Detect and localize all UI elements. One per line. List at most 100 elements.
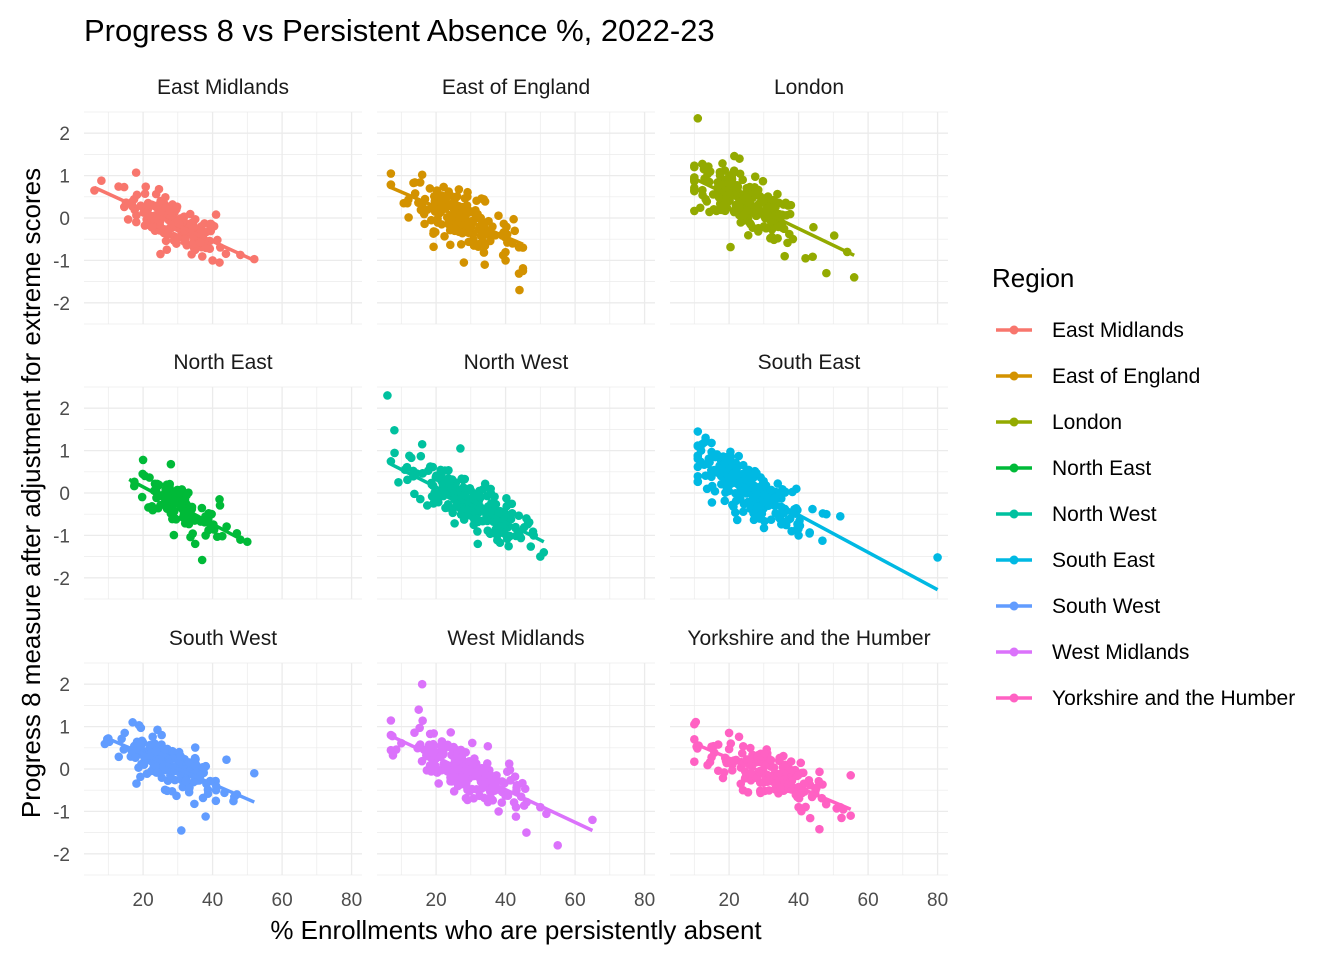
data-point (791, 504, 801, 513)
data-point (156, 249, 165, 259)
x-tick-label: 60 (565, 890, 586, 911)
data-point (786, 757, 796, 766)
data-point (394, 477, 403, 487)
data-point (815, 767, 824, 777)
legend-key-point (1009, 555, 1019, 565)
facet-strip-label: South West (169, 627, 277, 650)
x-tick-label: 60 (858, 890, 879, 911)
facet-panel: North West (377, 351, 655, 600)
data-point (760, 749, 769, 759)
data-point (429, 499, 438, 508)
data-point (796, 758, 806, 768)
y-tick-label: -1 (53, 251, 70, 272)
data-point (473, 209, 482, 219)
x-tick-label: 80 (927, 890, 948, 911)
data-point (933, 553, 942, 562)
chart-title: Progress 8 vs Persistent Absence %, 2022… (84, 13, 715, 48)
data-point (846, 811, 855, 820)
data-point (453, 781, 463, 791)
data-point (776, 783, 785, 793)
legend-item: South West (996, 595, 1160, 618)
data-point (491, 775, 500, 784)
data-point (690, 735, 699, 744)
data-point (780, 488, 790, 497)
data-point (732, 471, 741, 481)
data-point (188, 222, 198, 232)
data-point (846, 771, 855, 780)
data-point (467, 738, 477, 748)
x-tick-label: 20 (133, 890, 154, 911)
data-point (433, 473, 443, 483)
data-point (128, 718, 137, 727)
y-tick-label: 2 (59, 675, 70, 696)
data-point (100, 739, 110, 749)
legend-item: London (996, 411, 1122, 434)
data-point (417, 756, 427, 766)
data-point (431, 761, 440, 771)
y-tick-label: 0 (59, 484, 70, 505)
data-point (446, 240, 455, 250)
x-tick-label: 20 (426, 890, 447, 911)
data-point (481, 769, 490, 779)
data-point (151, 189, 161, 199)
data-point (518, 243, 528, 252)
data-point (162, 504, 172, 514)
data-point (734, 732, 744, 742)
data-point (218, 531, 227, 541)
data-point (501, 510, 511, 519)
legend-item: East of England (996, 365, 1200, 388)
legend-item: North West (996, 503, 1157, 526)
data-point (480, 241, 490, 250)
data-point (753, 185, 763, 195)
data-point (211, 210, 221, 219)
legend-label: East Midlands (1052, 319, 1184, 342)
data-point (197, 503, 207, 513)
data-point (450, 519, 459, 528)
data-point (822, 268, 831, 278)
data-point (457, 474, 466, 484)
data-point (760, 761, 770, 771)
facet-panel: East of England (377, 76, 655, 325)
data-point (443, 740, 453, 750)
data-point (131, 217, 141, 227)
data-point (735, 202, 744, 211)
data-point (172, 204, 181, 214)
data-point (814, 776, 824, 786)
facet-panel: Yorkshire and the Humber 20 40 60 80 (670, 627, 948, 911)
data-point (518, 778, 527, 788)
data-point (459, 515, 469, 524)
data-point (131, 168, 141, 177)
data-point (756, 788, 765, 798)
data-point (444, 466, 453, 475)
data-point (434, 779, 443, 788)
x-tick-label: 80 (341, 890, 362, 911)
data-point (494, 211, 503, 220)
data-point (763, 499, 772, 509)
data-point (766, 216, 775, 226)
data-point (444, 479, 454, 489)
data-point (767, 203, 776, 212)
data-point (849, 273, 859, 282)
legend-item: East Midlands (996, 319, 1184, 342)
data-point (766, 755, 776, 765)
data-point (731, 508, 740, 517)
data-point (808, 504, 817, 514)
data-point (215, 501, 225, 510)
facet-panels: East Midlands -2 -1 0 1 2 East of England Londo… (53, 76, 948, 911)
data-point (766, 485, 776, 495)
y-tick-label: 0 (59, 209, 70, 230)
data-point (759, 476, 768, 486)
data-point (475, 791, 484, 801)
data-point (114, 752, 124, 762)
data-point (511, 812, 521, 821)
data-point (454, 185, 464, 194)
facet-strip-label: West Midlands (447, 627, 584, 650)
data-point (473, 527, 482, 536)
data-point (458, 483, 468, 492)
data-point (443, 499, 453, 509)
trend-line (693, 176, 855, 257)
data-point (173, 233, 182, 242)
data-point (215, 258, 224, 267)
data-point (757, 509, 767, 518)
data-point (711, 190, 721, 199)
